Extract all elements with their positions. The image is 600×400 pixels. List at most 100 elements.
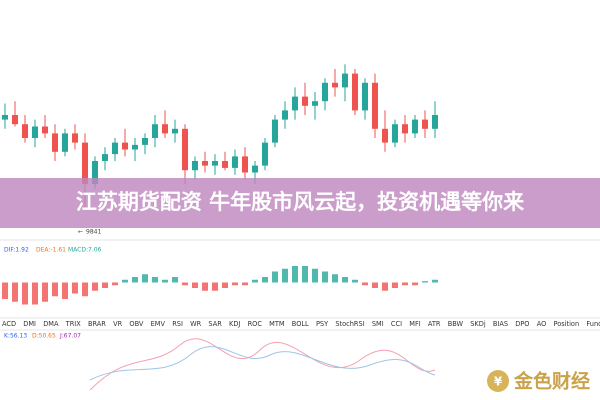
candle-body bbox=[282, 110, 288, 120]
tab[interactable]: SKDj bbox=[470, 320, 486, 328]
tab[interactable]: WR bbox=[190, 320, 202, 328]
candle-body bbox=[382, 128, 388, 143]
macd-bar bbox=[52, 282, 58, 297]
tab[interactable]: BIAS bbox=[493, 320, 508, 328]
tab[interactable]: PSY bbox=[316, 320, 329, 328]
kdj-label: J:67.07 bbox=[59, 333, 81, 340]
macd-bar bbox=[22, 282, 28, 305]
candle-body bbox=[162, 124, 168, 134]
candle-body bbox=[422, 119, 428, 129]
logo-mark: ¥ bbox=[494, 375, 503, 389]
candle-body bbox=[322, 82, 328, 102]
macd-bar bbox=[272, 271, 278, 283]
tab[interactable]: BBW bbox=[448, 320, 464, 328]
candle-body bbox=[42, 126, 48, 134]
macd-bar bbox=[322, 271, 328, 283]
tab[interactable]: SAR bbox=[208, 320, 222, 328]
macd-bar bbox=[112, 282, 118, 286]
watermark: 金色财经 bbox=[513, 370, 590, 393]
macd-bar bbox=[2, 282, 8, 299]
macd-bar bbox=[302, 266, 308, 283]
candle-body bbox=[432, 115, 438, 129]
candle-body bbox=[132, 144, 138, 150]
macd-bar bbox=[382, 282, 388, 291]
tab[interactable]: CCI bbox=[391, 320, 402, 328]
macd-bar bbox=[72, 282, 78, 294]
macd-bar bbox=[142, 274, 148, 283]
candle-body bbox=[412, 119, 418, 134]
candle-body bbox=[22, 124, 28, 138]
tab[interactable]: DPO bbox=[515, 320, 529, 328]
macd-bar bbox=[262, 277, 268, 283]
tab[interactable]: AO bbox=[537, 320, 547, 328]
tab[interactable]: Position bbox=[553, 320, 579, 328]
macd-bar bbox=[102, 282, 108, 288]
candle-body bbox=[2, 115, 8, 120]
macd-bar bbox=[422, 281, 428, 283]
macd-bar bbox=[92, 282, 98, 291]
macd-bar bbox=[312, 268, 318, 283]
arrow: ← bbox=[78, 229, 83, 236]
macd-bar bbox=[152, 277, 158, 283]
tab[interactable]: VR bbox=[113, 320, 123, 328]
macd-bar bbox=[172, 277, 178, 283]
tab[interactable]: OBV bbox=[129, 320, 144, 328]
macd-bar bbox=[192, 282, 198, 288]
candle-body bbox=[152, 124, 158, 138]
macd-bar bbox=[432, 279, 438, 283]
tab[interactable]: DMA bbox=[43, 320, 59, 328]
candle-body bbox=[182, 128, 188, 171]
candle-body bbox=[312, 101, 318, 106]
tab[interactable]: StochRSI bbox=[335, 320, 364, 328]
tab[interactable]: BRAR bbox=[88, 320, 106, 328]
tab[interactable]: SMI bbox=[372, 320, 384, 328]
candle-body bbox=[392, 124, 398, 143]
candle-body bbox=[72, 133, 78, 143]
macd-bar bbox=[132, 277, 138, 283]
candle-body bbox=[272, 119, 278, 143]
banner-text: 江苏期货配资 牛年股市风云起，投资机遇等你来 bbox=[76, 190, 525, 214]
macd-bar bbox=[12, 282, 18, 302]
kdj-label: D:50.65 bbox=[32, 333, 56, 340]
candle-body bbox=[202, 161, 208, 166]
macd-bar bbox=[122, 279, 128, 283]
tab[interactable]: RSI bbox=[172, 320, 183, 328]
candle-body bbox=[192, 161, 198, 171]
candle-body bbox=[82, 142, 88, 184]
tab[interactable]: BOLL bbox=[292, 320, 309, 328]
tab[interactable]: MFI bbox=[409, 320, 420, 328]
candle-body bbox=[222, 161, 228, 168]
tab[interactable]: ACD bbox=[2, 320, 16, 328]
macd-bar bbox=[42, 282, 48, 302]
macd-bar bbox=[212, 282, 218, 291]
macd-bar bbox=[412, 282, 418, 286]
macd-label: DEA:-1.61 bbox=[36, 247, 66, 254]
kdj-label: K:56.13 bbox=[4, 333, 27, 340]
macd-label: MACD:7.06 bbox=[68, 247, 102, 254]
candle-body bbox=[252, 165, 258, 173]
kdj-curve bbox=[89, 346, 436, 381]
tab[interactable]: EMV bbox=[151, 320, 166, 328]
candle-body bbox=[332, 82, 338, 88]
banner-bg bbox=[0, 178, 600, 228]
price-pane bbox=[2, 64, 438, 207]
tab[interactable]: MTM bbox=[269, 320, 285, 328]
tab[interactable]: ROC bbox=[248, 320, 263, 328]
macd-bar bbox=[362, 282, 368, 286]
candle-body bbox=[142, 138, 148, 145]
candle-body bbox=[92, 161, 98, 184]
tab[interactable]: DMI bbox=[23, 320, 36, 328]
candle-body bbox=[362, 82, 368, 111]
candle-body bbox=[212, 161, 218, 166]
macd-label: DIF:1.92 bbox=[4, 247, 29, 254]
candle-body bbox=[52, 133, 58, 152]
tab[interactable]: ATR bbox=[428, 320, 441, 328]
tab[interactable]: TRIX bbox=[65, 320, 82, 328]
candle-body bbox=[232, 156, 238, 168]
tab[interactable]: Fundflow bbox=[586, 320, 600, 328]
macd-bar bbox=[372, 282, 378, 288]
candle-body bbox=[262, 142, 268, 166]
tab[interactable]: KDJ bbox=[229, 320, 240, 328]
